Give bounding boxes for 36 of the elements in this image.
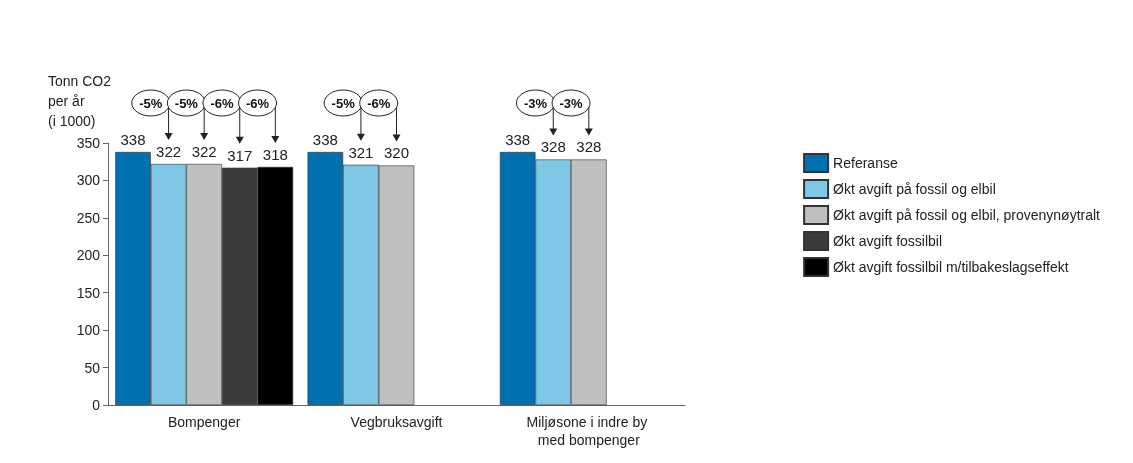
data-label: 322 bbox=[191, 142, 217, 160]
text: -5% bbox=[174, 95, 199, 111]
legend-label: Referanse bbox=[833, 155, 898, 171]
x-tick-label: Bompenger bbox=[167, 414, 241, 430]
data-label: 328 bbox=[540, 138, 566, 156]
text: -5% bbox=[139, 95, 163, 111]
data-label: 317 bbox=[227, 146, 253, 164]
legend-label: Økt avgift fossilbil m/tilbakeslagseffekt bbox=[833, 259, 1069, 275]
data-label: 338 bbox=[505, 130, 531, 148]
x-tick-label: Vegbruksavgift bbox=[350, 414, 443, 430]
y-tick-label: 100 bbox=[76, 322, 101, 339]
text: -6% bbox=[210, 95, 234, 111]
data-label: 320 bbox=[383, 144, 410, 162]
data-label: 318 bbox=[262, 145, 288, 163]
legend-label: Økt avgift på fossil og elbil, provenynøytralt bbox=[833, 207, 1101, 223]
text: -6% bbox=[245, 95, 270, 111]
y-axis-title: Tonn CO2 per år (i 1000) bbox=[48, 73, 112, 129]
data-label: 322 bbox=[156, 142, 182, 160]
y-tick-label: 0 bbox=[92, 397, 101, 413]
legend-label: Økt avgift på fossil og elbil bbox=[833, 181, 996, 197]
data-label: 338 bbox=[120, 130, 146, 148]
y-tick-label: 50 bbox=[84, 359, 101, 376]
data-label: 321 bbox=[348, 143, 374, 161]
text: -3% bbox=[523, 95, 548, 111]
x-tick-label: Miljøsone i indre by med bompenger bbox=[526, 414, 652, 448]
y-tick-label: 300 bbox=[76, 172, 101, 189]
text: -6% bbox=[367, 95, 391, 111]
text: -5% bbox=[331, 95, 356, 111]
y-tick-label: 250 bbox=[76, 209, 101, 226]
data-label: 328 bbox=[576, 138, 602, 156]
legend-label: Økt avgift fossilbil bbox=[833, 233, 943, 249]
y-tick-label: 200 bbox=[76, 247, 101, 264]
y-tick-label: 150 bbox=[76, 284, 101, 301]
y-tick-label: 350 bbox=[76, 135, 101, 151]
data-label: 338 bbox=[312, 130, 338, 148]
text: -3% bbox=[559, 95, 584, 111]
